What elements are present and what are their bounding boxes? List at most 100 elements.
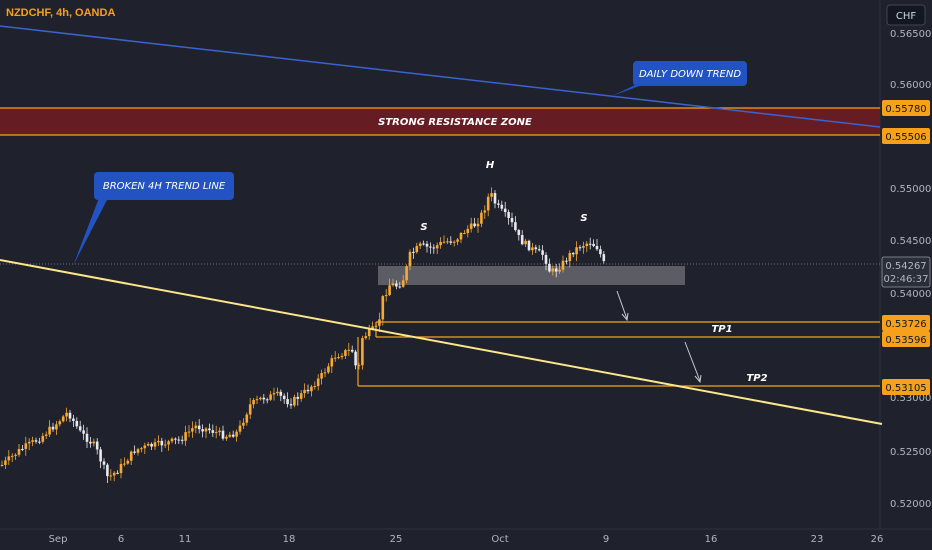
tp1-label: TP1 — [711, 324, 732, 335]
left-shoulder-label: S — [420, 222, 427, 233]
price-tag-55780[interactable]: 0.55780 — [882, 100, 930, 116]
candle-body — [510, 217, 514, 223]
candle-body — [466, 228, 470, 234]
candle-body — [265, 399, 269, 401]
candle-body — [272, 393, 276, 395]
last-price-tag[interactable]: 0.54267 02:46:37 — [881, 256, 931, 288]
candle-body — [51, 426, 55, 430]
candle-body — [558, 269, 561, 272]
candle-body — [282, 395, 286, 400]
candle-body — [61, 416, 65, 422]
candle-body — [82, 430, 85, 434]
candle-body — [548, 263, 551, 272]
svg-text:0.55780: 0.55780 — [885, 104, 926, 115]
candle-body — [72, 418, 75, 421]
candle-body — [197, 425, 201, 430]
price-tag-53105[interactable]: 0.53105 — [882, 379, 930, 395]
candle-body — [354, 351, 357, 366]
candle-body — [599, 249, 602, 255]
y-tick-label: 0.54500 — [890, 236, 931, 247]
candle-body — [150, 443, 153, 447]
candle-body — [180, 439, 184, 441]
daily-down-trend-callout[interactable]: DAILY DOWN TREND — [612, 61, 747, 96]
candle-body — [4, 460, 7, 465]
candle-body — [408, 251, 412, 267]
projection-arrow-2 — [684, 341, 702, 384]
candle-body — [561, 260, 565, 270]
daily-down-trend-line[interactable] — [0, 25, 881, 128]
candle-body — [395, 283, 398, 287]
candle-body — [31, 440, 34, 442]
candle-body — [58, 421, 62, 425]
candle-body — [310, 386, 313, 392]
candle-body — [347, 349, 351, 351]
candle-body — [218, 430, 221, 433]
broken-4h-trend-callout[interactable]: BROKEN 4H TREND LINE — [73, 172, 234, 266]
candle-body — [102, 461, 106, 465]
candle-body — [10, 455, 14, 457]
candle-body — [68, 412, 72, 419]
candle-body — [157, 440, 160, 443]
candle-body — [490, 193, 493, 197]
candle-body — [439, 241, 442, 246]
candlestick-series — [0, 187, 606, 484]
price-tag-53596[interactable]: 0.53596 — [882, 331, 930, 347]
symbol-label[interactable]: NZDCHF, 4h, OANDA — [6, 7, 115, 19]
candle-body — [160, 440, 164, 446]
candle-body — [378, 319, 381, 326]
candle-body — [133, 451, 136, 453]
candle-body — [174, 438, 177, 440]
candle-body — [507, 212, 510, 218]
x-tick-label: 18 — [283, 534, 296, 545]
support-zone[interactable] — [378, 266, 685, 285]
candle-body — [7, 456, 11, 461]
candle-body — [44, 434, 48, 436]
x-tick-label: 25 — [390, 534, 403, 545]
resistance-zone[interactable] — [0, 108, 880, 135]
candle-body — [0, 464, 4, 466]
candle-body — [95, 441, 99, 450]
candle-body — [469, 223, 473, 229]
candle-body — [153, 442, 157, 447]
candle-body — [391, 283, 395, 286]
candle-body — [34, 440, 38, 442]
candle-body — [286, 399, 289, 405]
x-tick-label: Sep — [49, 534, 68, 545]
candle-body — [320, 373, 323, 379]
price-tag-53726[interactable]: 0.53726 — [882, 315, 930, 331]
candle-body — [136, 449, 140, 453]
candle-body — [255, 399, 259, 401]
candle-body — [129, 451, 133, 461]
candle-body — [374, 325, 378, 327]
x-tick-label: Oct — [491, 534, 508, 545]
currency-button[interactable]: CHF — [886, 4, 926, 26]
candle-body — [527, 240, 531, 251]
candle-body — [429, 246, 432, 248]
candle-body — [306, 389, 310, 392]
y-tick-label: 0.53000 — [890, 393, 931, 404]
candle-body — [184, 432, 187, 441]
candle-body — [500, 204, 504, 209]
x-tick-label: 16 — [705, 534, 718, 545]
y-tick-label: 0.54000 — [890, 289, 931, 300]
candle-body — [214, 432, 218, 434]
bar-countdown: 02:46:37 — [884, 274, 929, 285]
candle-body — [21, 448, 24, 450]
price-tag-55506[interactable]: 0.55506 — [882, 128, 930, 144]
y-tick-label: 0.52500 — [890, 447, 931, 458]
candle-body — [483, 210, 487, 213]
candle-body — [123, 463, 126, 465]
candle-body — [493, 193, 497, 204]
candle-body — [350, 349, 354, 352]
broken-4h-trend-line[interactable] — [0, 259, 883, 425]
candle-body — [435, 245, 439, 249]
candle-body — [143, 445, 147, 449]
candle-body — [367, 328, 371, 337]
svg-text:0.53105: 0.53105 — [885, 383, 926, 394]
candle-body — [163, 444, 167, 446]
candle-body — [225, 436, 228, 439]
candle-body — [554, 268, 558, 272]
candle-body — [245, 414, 249, 423]
y-tick-label: 0.55000 — [890, 184, 931, 195]
